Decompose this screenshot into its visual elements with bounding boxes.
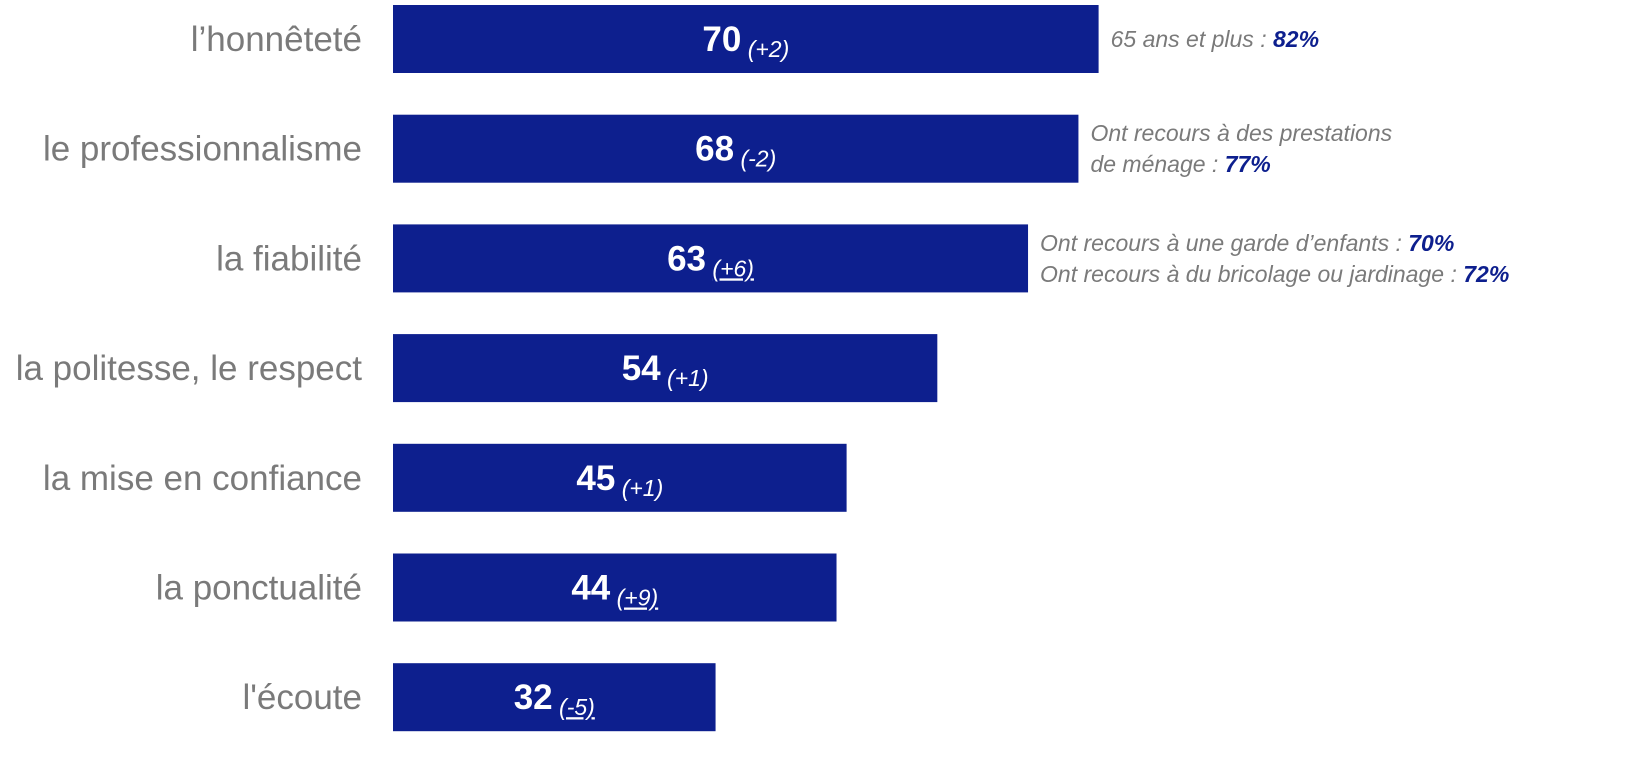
category-label: la mise en confiance [43, 459, 362, 498]
annotation-line: Ont recours à une garde d’enfants : 70% [1040, 230, 1454, 256]
bar [393, 114, 1079, 183]
annotation-value: 70% [1408, 230, 1454, 256]
category-label: l'écoute [242, 678, 362, 717]
bar [393, 334, 938, 403]
annotation-line: 65 ans et plus : 82% [1111, 26, 1319, 52]
value-change: (+9) [617, 585, 659, 611]
value-label: 44 (+9) [571, 569, 658, 611]
bar [393, 553, 837, 622]
annotation-line: Ont recours à des prestations [1090, 120, 1392, 146]
category-label: la ponctualité [156, 569, 362, 608]
value-label: 54 (+1) [622, 349, 709, 391]
category-label: la fiabilité [216, 239, 362, 278]
annotation-text: 65 ans et plus : [1111, 26, 1273, 52]
annotation-text: de ménage : [1090, 151, 1224, 177]
value-number: 45 [576, 459, 615, 498]
annotation-value: 82% [1273, 26, 1319, 52]
value-change: (-2) [740, 146, 776, 172]
value-number: 68 [695, 130, 734, 169]
value-label: 45 (+1) [576, 459, 663, 501]
annotation-line: Ont recours à du bricolage ou jardinage … [1040, 261, 1509, 287]
value-number: 44 [571, 569, 610, 608]
value-label: 68 (-2) [695, 130, 776, 172]
value-number: 70 [702, 20, 741, 59]
value-number: 32 [514, 678, 553, 717]
bar [393, 5, 1099, 73]
bars [393, 5, 1099, 732]
value-change: (-5) [559, 694, 595, 720]
bar [393, 224, 1029, 293]
value-label: 63 (+6) [667, 239, 754, 281]
value-label: 70 (+2) [702, 20, 789, 62]
annotation-text: Ont recours à une garde d’enfants : [1040, 230, 1408, 256]
value-number: 54 [622, 349, 661, 388]
annotations: 65 ans et plus : 82% Ont recours à des pr… [1040, 26, 1509, 287]
category-label: la politesse, le respect [16, 349, 363, 388]
annotation-value: 77% [1225, 151, 1271, 177]
annotation-text: Ont recours à du bricolage ou jardinage … [1040, 261, 1463, 287]
category-label: l’honnêteté [191, 20, 362, 59]
value-change: (+1) [622, 475, 664, 501]
value-change: (+6) [712, 255, 754, 281]
annotation-value: 72% [1463, 261, 1509, 287]
value-change: (+2) [748, 36, 790, 62]
bar [393, 663, 716, 732]
annotation-line: de ménage : 77% [1090, 151, 1270, 177]
bar [393, 443, 847, 512]
value-number: 63 [667, 239, 706, 278]
category-labels: l’honnêteté le professionnalisme la fiabil… [16, 20, 363, 717]
category-label: le professionnalisme [43, 130, 362, 169]
annotation-text: Ont recours à des prestations [1090, 120, 1392, 146]
value-change: (+1) [667, 365, 709, 391]
value-label: 32 (-5) [514, 678, 595, 720]
value-labels: 70 (+2)68 (-2)63 (+6)54 (+1)45 (+1)44 (+… [514, 20, 790, 720]
